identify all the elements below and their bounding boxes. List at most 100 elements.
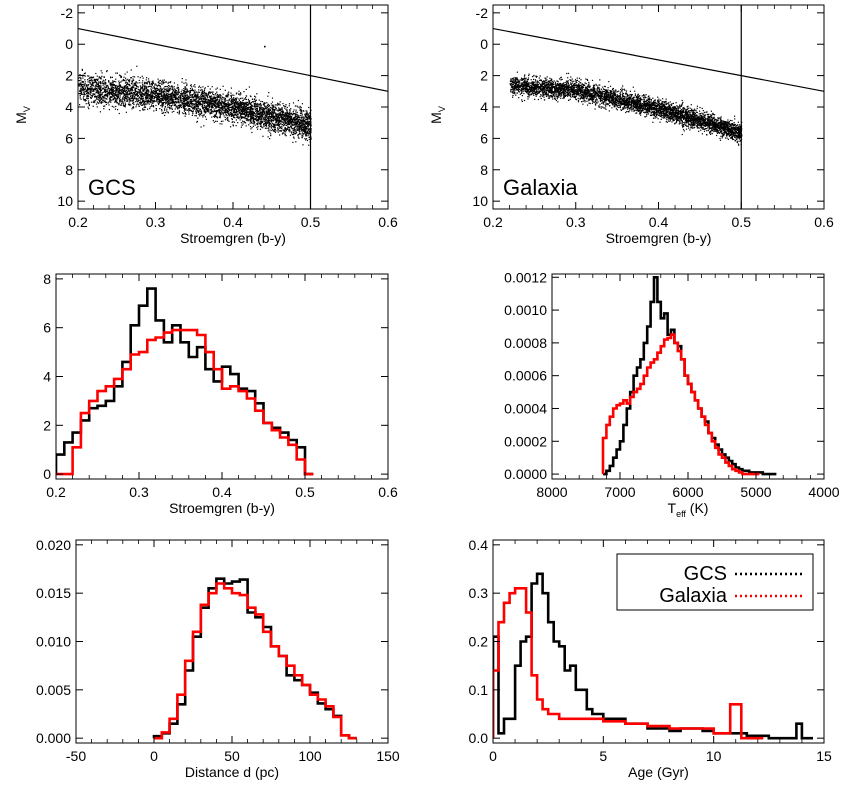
scatter-point xyxy=(113,90,115,92)
scatter-point xyxy=(212,100,214,102)
scatter-point xyxy=(143,88,145,90)
scatter-point xyxy=(87,85,89,87)
scatter-point xyxy=(88,75,90,77)
scatter-point xyxy=(89,79,91,82)
scatter-point xyxy=(87,89,89,91)
scatter-point xyxy=(309,123,311,125)
scatter-point xyxy=(177,92,179,94)
scatter-point xyxy=(290,112,292,114)
scatter-point xyxy=(120,76,122,78)
scatter-point xyxy=(251,112,253,114)
scatter-point xyxy=(95,84,97,86)
scatter-point xyxy=(109,82,111,84)
scatter-point xyxy=(191,97,193,99)
scatter-point xyxy=(197,95,199,97)
scatter-point xyxy=(83,85,85,87)
scatter-point xyxy=(291,133,293,136)
scatter-point xyxy=(193,104,195,106)
scatter-point xyxy=(81,69,83,71)
scatter-point xyxy=(158,98,160,100)
scatter-point xyxy=(217,95,219,97)
scatter-point xyxy=(107,85,109,87)
scatter-point xyxy=(301,121,303,123)
scatter-point xyxy=(277,102,279,104)
scatter-point xyxy=(515,86,518,89)
scatter-point xyxy=(231,118,233,120)
scatter-point xyxy=(185,97,187,99)
scatter-point xyxy=(130,77,132,79)
scatter-point xyxy=(135,81,137,83)
scatter-point xyxy=(79,88,81,90)
scatter-point xyxy=(176,111,179,114)
scatter-point xyxy=(100,89,102,91)
scatter-point xyxy=(263,120,265,122)
top-left-x-tick-label: 0.6 xyxy=(378,214,398,230)
scatter-point xyxy=(225,106,227,108)
scatter-point xyxy=(184,86,186,88)
top-left-scatter-points xyxy=(78,65,312,146)
scatter-point xyxy=(99,94,101,96)
scatter-point xyxy=(153,86,155,88)
scatter-point xyxy=(306,128,308,130)
scatter-point xyxy=(218,104,220,106)
scatter-point xyxy=(164,91,166,93)
scatter-point xyxy=(80,98,82,100)
scatter-point xyxy=(114,101,116,103)
scatter-point xyxy=(308,144,310,146)
top-left-plot-area xyxy=(78,5,388,209)
scatter-point xyxy=(79,95,81,97)
scatter-point xyxy=(162,99,164,101)
scatter-point xyxy=(298,130,300,132)
scatter-point xyxy=(153,100,155,102)
scatter-point xyxy=(292,141,294,143)
scatter-point xyxy=(89,87,91,89)
scatter-point xyxy=(520,77,523,79)
scatter-point xyxy=(129,100,131,102)
scatter-point xyxy=(178,111,180,113)
scatter-point xyxy=(215,110,217,112)
scatter-point xyxy=(307,126,309,128)
scatter-point xyxy=(309,128,311,130)
scatter-point xyxy=(227,104,229,106)
scatter-point xyxy=(150,96,152,98)
scatter-point xyxy=(252,112,254,115)
scatter-point xyxy=(231,114,233,117)
scatter-point xyxy=(160,93,162,95)
scatter-point xyxy=(78,79,80,82)
scatter-point xyxy=(261,119,263,121)
scatter-point xyxy=(266,102,268,104)
scatter-point xyxy=(303,120,305,122)
scatter-point xyxy=(274,129,276,131)
scatter-point xyxy=(153,97,155,99)
scatter-point xyxy=(279,119,281,121)
scatter-point xyxy=(113,80,115,82)
scatter-point xyxy=(296,113,298,115)
scatter-point xyxy=(176,102,178,104)
scatter-point xyxy=(188,105,191,107)
scatter-point xyxy=(292,118,294,120)
scatter-point xyxy=(97,90,99,92)
scatter-point xyxy=(273,112,275,114)
scatter-point xyxy=(261,113,263,115)
scatter-point xyxy=(140,85,142,87)
scatter-point xyxy=(159,89,161,91)
scatter-point xyxy=(84,90,87,92)
scatter-point xyxy=(597,86,599,88)
scatter-point xyxy=(145,96,147,99)
scatter-point xyxy=(176,98,179,100)
scatter-point xyxy=(250,128,252,130)
scatter-point xyxy=(155,90,157,92)
scatter-point xyxy=(223,103,225,105)
scatter-point xyxy=(189,105,191,107)
scatter-point xyxy=(211,112,213,114)
scatter-point xyxy=(215,102,217,104)
scatter-point xyxy=(262,114,264,116)
scatter-point xyxy=(292,119,294,121)
scatter-point xyxy=(198,112,200,114)
scatter-point xyxy=(149,107,151,110)
scatter-point xyxy=(219,115,221,117)
scatter-point xyxy=(158,96,161,98)
scatter-point xyxy=(208,106,210,108)
scatter-point xyxy=(145,90,148,92)
scatter-point xyxy=(185,90,187,92)
